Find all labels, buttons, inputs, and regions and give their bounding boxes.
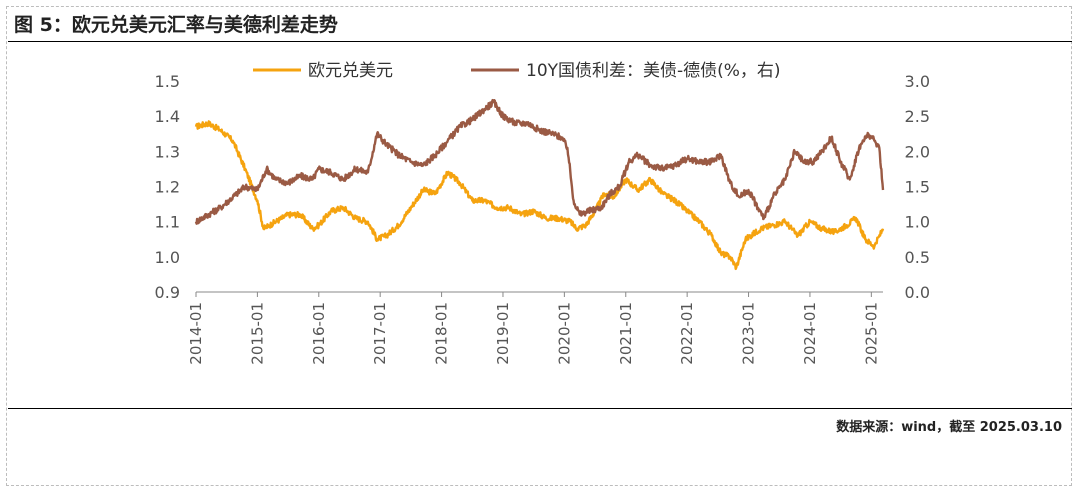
- x-tick-label: 2018-01: [433, 302, 451, 365]
- y-left-tick-label: 0.9: [155, 283, 180, 302]
- y-right-tick-label: 3.0: [905, 72, 930, 91]
- x-tick-label: 2022-01: [678, 302, 696, 365]
- chart-frame: [6, 6, 1072, 486]
- x-tick-label: 2021-01: [617, 302, 635, 365]
- series-line-spread: [194, 98, 885, 225]
- y-left-tick-label: 1.4: [155, 107, 180, 126]
- legend-label-eurusd: 欧元兑美元: [308, 61, 393, 81]
- legend: 欧元兑美元 10Y国债利差：美债-德债(%，右): [253, 61, 781, 81]
- x-tick-label: 2025-01: [862, 302, 880, 365]
- chart-title: 图 5：欧元兑美元汇率与美德利差走势: [8, 8, 1072, 42]
- y-right-tick-label: 0.5: [905, 248, 930, 267]
- x-tick-label: 2024-01: [801, 302, 819, 365]
- x-tick-label: 2023-01: [740, 302, 758, 365]
- x-tick-label: 2014-01: [187, 302, 205, 365]
- y-right-tick-label: 1.0: [905, 213, 930, 232]
- x-tick-label: 2015-01: [248, 302, 266, 365]
- x-tick-label: 2020-01: [555, 302, 573, 365]
- y-left-tick-label: 1.2: [155, 178, 180, 197]
- x-tick-label: 2019-01: [494, 302, 512, 365]
- legend-label-spread: 10Y国债利差：美债-德债(%，右): [526, 61, 781, 81]
- y-right-tick-label: 2.0: [905, 142, 930, 161]
- y-right-tick-label: 0.0: [905, 283, 930, 302]
- axes: 2014-01 2015-01 2016-01 2017-01 2018-01 2019-…: [155, 72, 930, 365]
- data-source: 数据来源：wind，截至 2025.03.10: [836, 420, 1062, 435]
- y-left-tick-label: 1.1: [155, 213, 180, 232]
- y-left-tick-label: 1.5: [155, 72, 180, 91]
- y-left-tick-label: 1.3: [155, 142, 180, 161]
- x-tick-label: 2017-01: [371, 302, 389, 365]
- x-tick-label: 2016-01: [310, 302, 328, 365]
- plot-panel: 2014-01 2015-01 2016-01 2017-01 2018-01 2019-…: [8, 44, 1072, 409]
- y-left-tick-label: 1.0: [155, 248, 180, 267]
- series-line-eurusd: [194, 120, 885, 271]
- y-right-tick-label: 2.5: [905, 107, 930, 126]
- line-chart: 2014-01 2015-01 2016-01 2017-01 2018-01 2019-…: [155, 61, 930, 365]
- series-group: [194, 98, 885, 271]
- y-right-tick-label: 1.5: [905, 178, 930, 197]
